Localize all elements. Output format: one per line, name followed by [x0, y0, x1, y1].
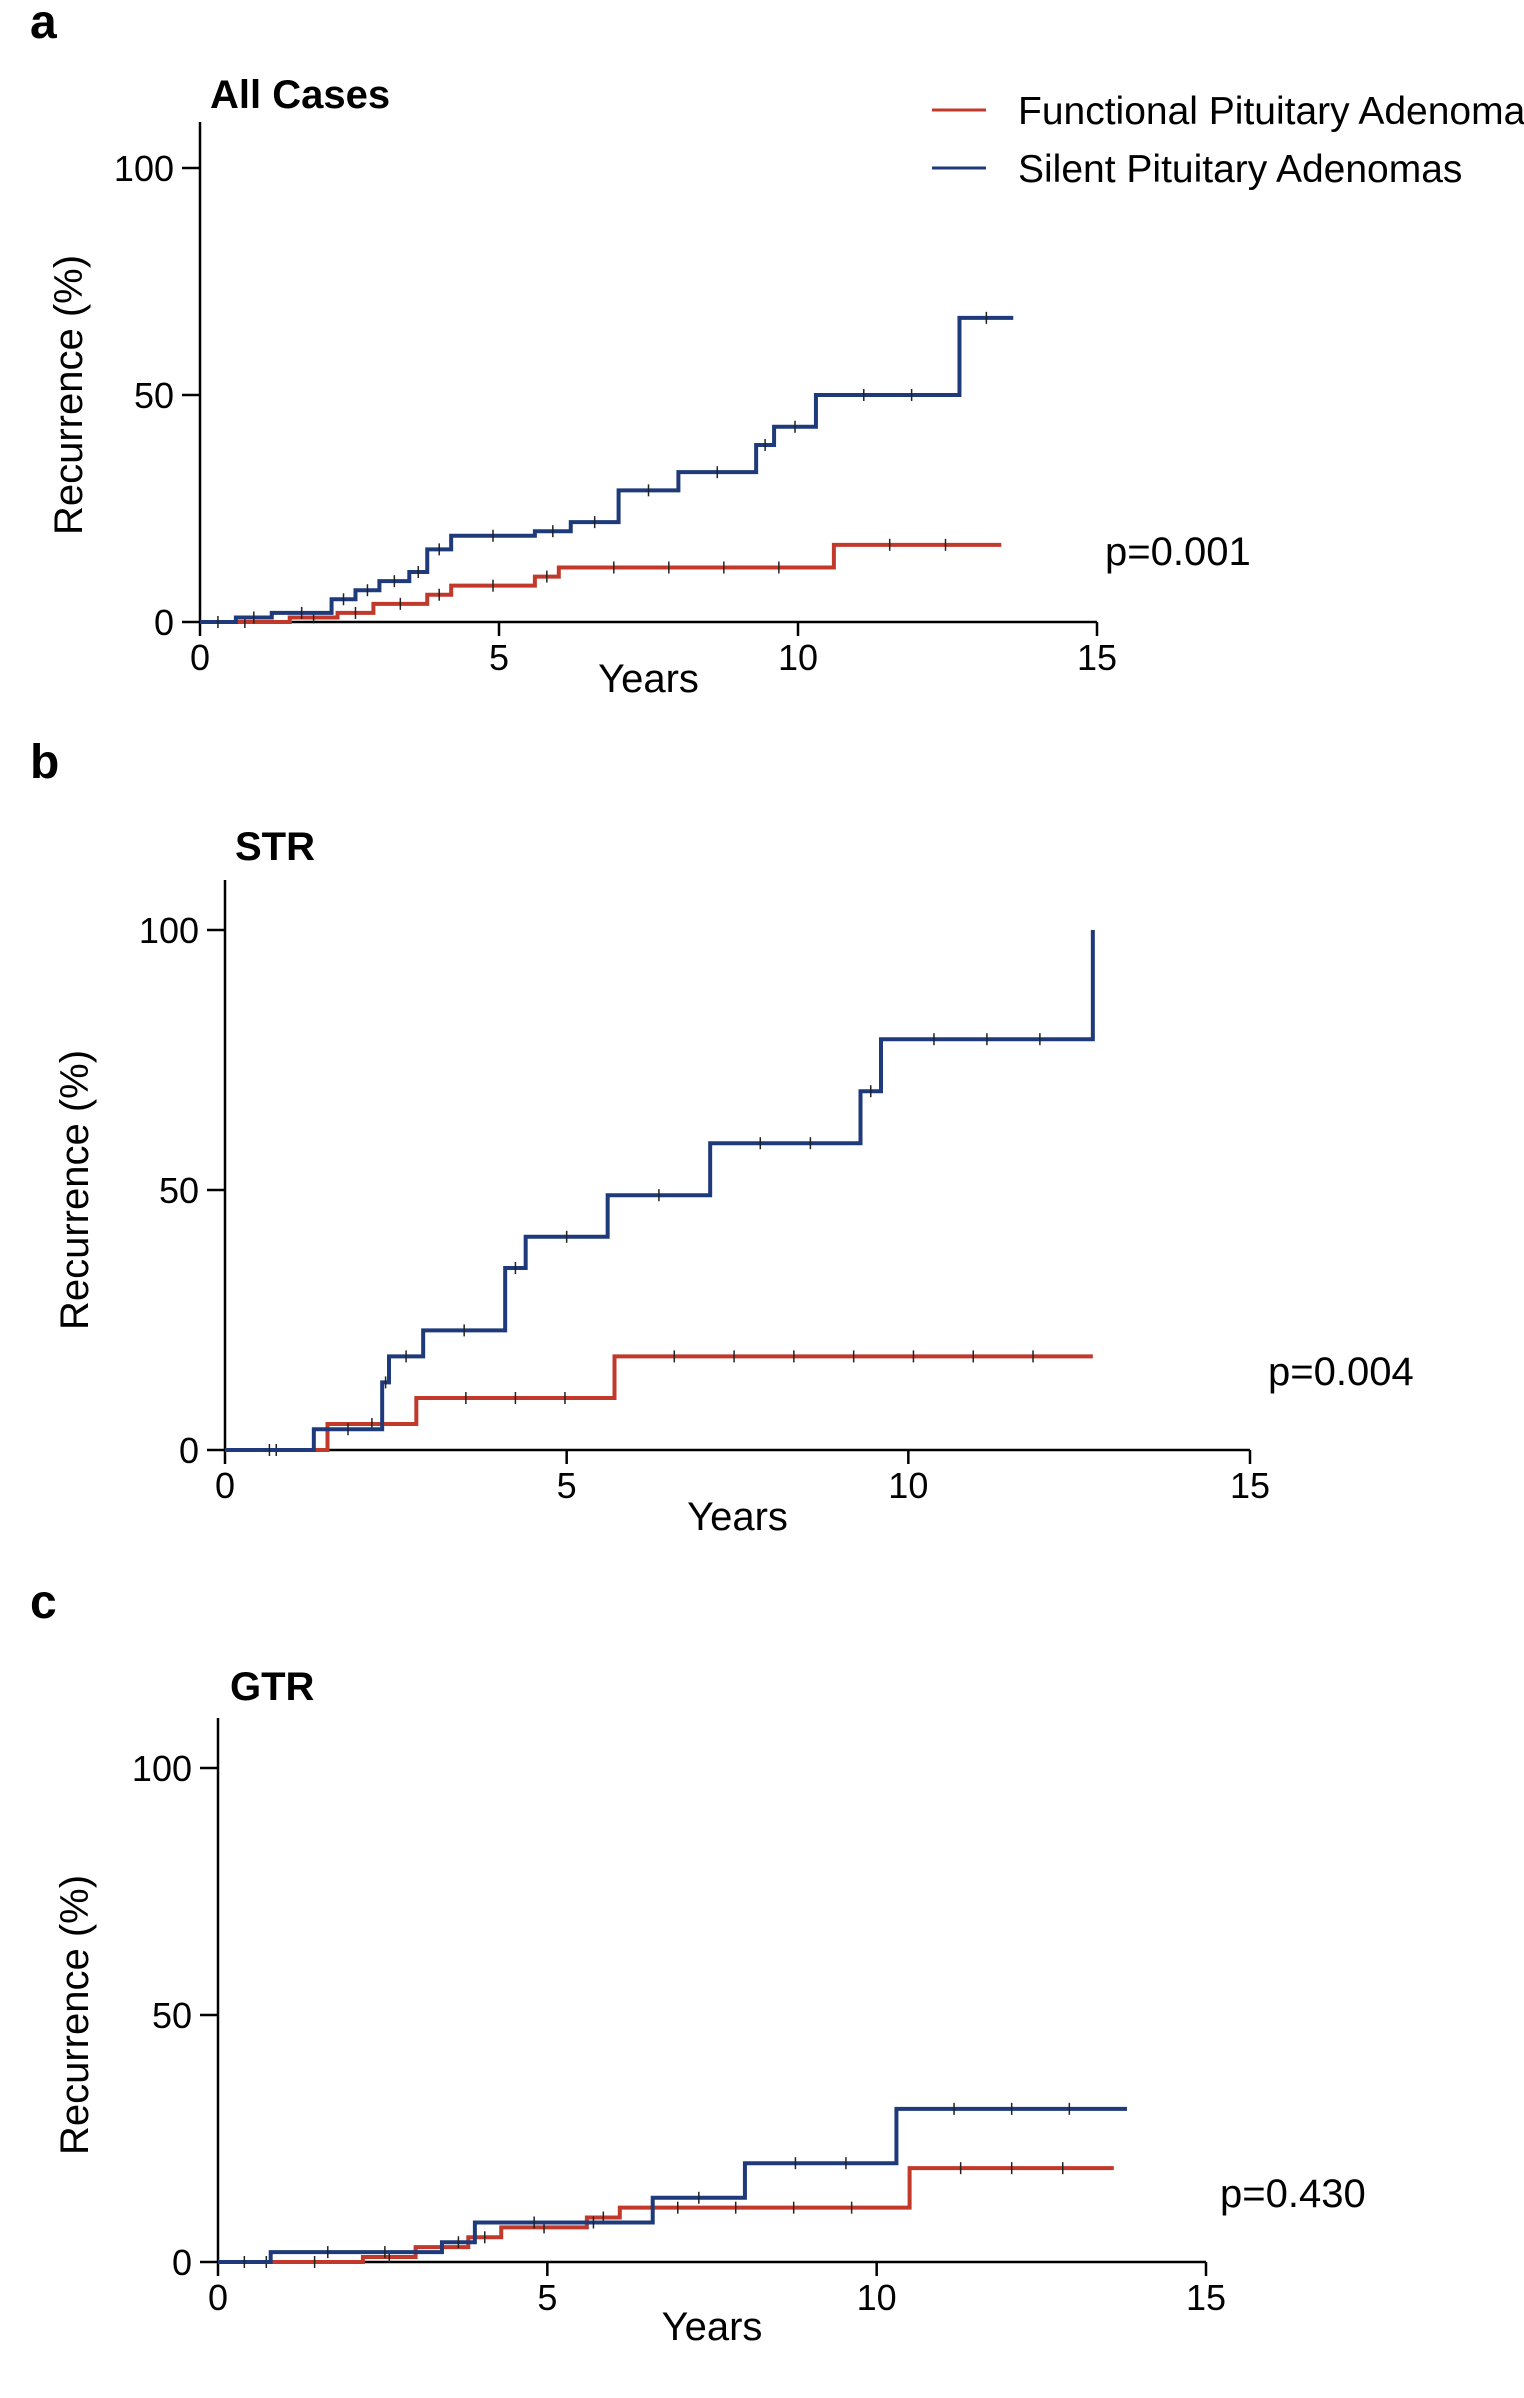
y-tick-label: 50: [134, 375, 174, 416]
x-tick-label: 0: [208, 2277, 228, 2318]
x-tick-label: 0: [215, 1465, 235, 1506]
x-tick-label: 0: [190, 637, 210, 678]
y-tick-label: 0: [172, 2242, 192, 2283]
x-tick-label: 5: [489, 637, 509, 678]
x-axis-label: Years: [687, 1495, 788, 1539]
p-value: p=0.001: [1105, 530, 1251, 574]
panel-b-chart: STR 0 50 100 0 5 10 15 Years Recurrence (%) p=0.00…: [53, 825, 1414, 1539]
panel-c-title: GTR: [230, 1665, 315, 1709]
y-tick-label: 0: [179, 1430, 199, 1471]
legend-label-functional: Functional Pituitary Adenomas: [1018, 90, 1524, 133]
y-axis-label: Recurrence (%): [53, 1050, 97, 1330]
x-tick-label: 10: [888, 1465, 928, 1506]
p-value: p=0.004: [1268, 1350, 1414, 1394]
panel-letter-b: b: [30, 736, 59, 789]
series-line-functional: [218, 2166, 1114, 2264]
x-axis-label: Years: [598, 657, 699, 701]
y-tick-label: 0: [154, 602, 174, 643]
legend: Functional Pituitary Adenomas Silent Pit…: [932, 90, 1524, 191]
series-line-silent: [200, 315, 1014, 624]
x-tick-label: 10: [857, 2277, 897, 2318]
panel-letter-a: a: [30, 0, 57, 49]
panel-a-title: All Cases: [210, 73, 390, 117]
y-tick-label: 100: [114, 148, 174, 189]
x-tick-label: 5: [557, 1465, 577, 1506]
x-tick-label: 5: [537, 2277, 557, 2318]
series-line-functional: [200, 542, 1002, 624]
x-tick-label: 15: [1186, 2277, 1226, 2318]
y-axis-label: Recurrence (%): [53, 1875, 97, 2155]
y-axis-label: Recurrence (%): [47, 255, 91, 535]
panel-a-chart: All Cases 0 50 100 0 5 10 15 Years Recurrence (%)…: [47, 73, 1251, 701]
x-tick-label: 15: [1230, 1465, 1270, 1506]
y-tick-label: 50: [159, 1170, 199, 1211]
legend-label-silent: Silent Pituitary Adenomas: [1018, 148, 1462, 191]
y-tick-label: 50: [152, 1995, 192, 2036]
series-line-silent: [218, 2106, 1127, 2264]
y-tick-label: 100: [132, 1748, 192, 1789]
panel-letter-c: c: [30, 1576, 57, 1629]
series-line-functional: [225, 1354, 1093, 1452]
panel-c-chart: GTR 0 50 100 0 5 10 15 Years Recurrence (%) p=0.43…: [53, 1665, 1366, 2349]
x-tick-label: 10: [778, 637, 818, 678]
panel-b-title: STR: [235, 825, 315, 869]
y-tick-label: 100: [139, 910, 199, 951]
series-line-silent: [225, 930, 1095, 1452]
x-tick-label: 15: [1077, 637, 1117, 678]
p-value: p=0.430: [1220, 2172, 1366, 2216]
x-axis-label: Years: [662, 2305, 763, 2349]
